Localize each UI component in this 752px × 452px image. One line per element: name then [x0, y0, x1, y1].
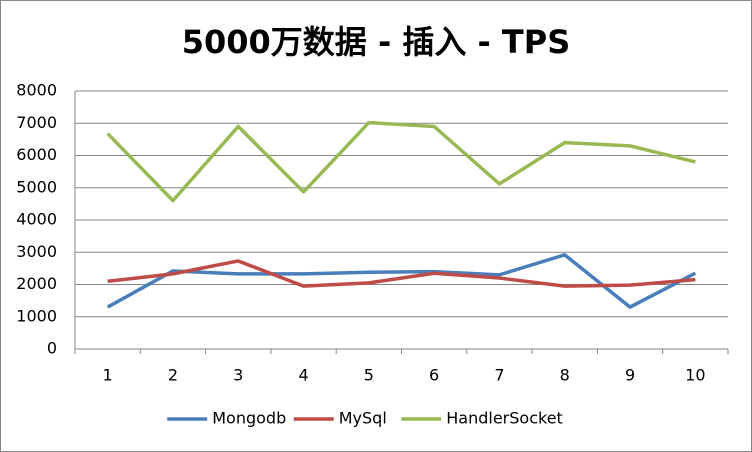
x-tick-label: 5 [364, 366, 374, 385]
chart-title: 5000万数据 - 插入 - TPS [182, 23, 571, 61]
legend-label: Mongodb [212, 409, 286, 428]
series-line [107, 259, 696, 288]
series-line [106, 120, 696, 203]
series-line [106, 253, 697, 309]
y-tick-label: 2000 [16, 274, 57, 293]
y-tick-label: 5000 [16, 177, 57, 196]
x-tick-label: 8 [560, 366, 570, 385]
x-tick-label: 10 [685, 366, 705, 385]
y-tick-label: 1000 [16, 306, 57, 325]
y-tick-label: 8000 [16, 81, 57, 100]
legend-label: MySql [339, 409, 387, 428]
x-tick-label: 4 [298, 366, 308, 385]
x-tick-label: 1 [103, 366, 113, 385]
x-tick-label: 6 [429, 366, 439, 385]
legend-label: HandlerSocket [446, 409, 563, 428]
y-tick-label: 4000 [16, 210, 57, 229]
y-tick-label: 7000 [16, 113, 57, 132]
y-tick-label: 0 [47, 339, 57, 358]
x-tick-label: 7 [494, 366, 504, 385]
x-tick-label: 3 [233, 366, 243, 385]
x-tick-label: 2 [168, 366, 178, 385]
y-tick-label: 3000 [16, 242, 57, 261]
x-tick-label: 9 [625, 366, 635, 385]
y-tick-label: 6000 [16, 145, 57, 164]
